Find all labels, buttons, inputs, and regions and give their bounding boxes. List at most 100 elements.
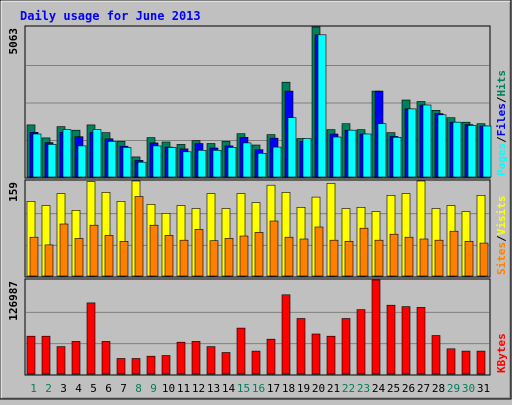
bar-kbytes-day-16 xyxy=(251,350,261,375)
bar-kbytes-day-24 xyxy=(371,279,381,375)
x-tick-label-day-11: 11 xyxy=(177,382,190,395)
bar-sites-day-9 xyxy=(149,224,159,277)
bar-sites-day-18 xyxy=(284,236,294,277)
x-tick-label-day-27: 27 xyxy=(417,382,430,395)
x-tick-label-day-10: 10 xyxy=(162,382,175,395)
legend-item: Files xyxy=(495,103,508,136)
bar-sites-day-23 xyxy=(359,227,369,277)
bar-pages-day-23 xyxy=(362,133,372,178)
bar-sites-day-17 xyxy=(269,220,279,277)
bar-sites-day-16 xyxy=(254,232,264,277)
bar-kbytes-day-26 xyxy=(401,306,411,375)
bars-kbytes xyxy=(26,279,486,375)
legend-item: / xyxy=(495,96,508,103)
bar-sites-day-22 xyxy=(344,241,354,277)
bar-kbytes-day-27 xyxy=(416,307,426,375)
bar-kbytes-day-14 xyxy=(221,352,231,375)
bar-kbytes-day-1 xyxy=(26,335,36,375)
bar-sites-day-27 xyxy=(419,238,429,277)
legend-item: Pages xyxy=(495,143,508,176)
x-tick-label-day-28: 28 xyxy=(432,382,445,395)
x-tick-label-day-19: 19 xyxy=(297,382,310,395)
x-tick-label-day-18: 18 xyxy=(282,382,295,395)
x-tick-label-day-8: 8 xyxy=(135,382,142,395)
bar-pages-day-24 xyxy=(377,123,387,178)
bar-sites-day-29 xyxy=(449,230,459,277)
panels-layer: 5063Pages/Files/Hits159Sites/Visits12698… xyxy=(7,25,508,376)
bar-kbytes-day-5 xyxy=(86,302,96,375)
bar-sites-day-6 xyxy=(104,235,114,277)
chart-title: Daily usage for June 2013 xyxy=(20,9,201,23)
bar-kbytes-day-25 xyxy=(386,304,396,375)
bars-visits-sites xyxy=(26,180,489,277)
bar-pages-day-12 xyxy=(197,150,207,178)
bar-kbytes-day-4 xyxy=(71,341,81,375)
bar-pages-day-11 xyxy=(182,151,192,178)
x-tick-label-day-5: 5 xyxy=(90,382,97,395)
bar-kbytes-day-8 xyxy=(131,358,141,375)
bar-pages-day-3 xyxy=(62,129,72,178)
bar-pages-day-15 xyxy=(242,142,252,178)
bar-kbytes-day-15 xyxy=(236,327,246,375)
x-tick-label-day-6: 6 xyxy=(105,382,112,395)
bar-sites-day-30 xyxy=(464,241,474,277)
x-tick-label-day-22: 22 xyxy=(342,382,355,395)
panel-legend: Pages/Files/Hits xyxy=(495,70,508,176)
bar-sites-day-1 xyxy=(29,236,39,277)
panel-kbytes: 126987 KBytes xyxy=(7,278,508,376)
x-tick-label-day-31: 31 xyxy=(477,382,490,395)
x-tick-label-day-30: 30 xyxy=(462,382,475,395)
x-tick-label-day-29: 29 xyxy=(447,382,460,395)
x-tick-label-day-4: 4 xyxy=(75,382,82,395)
x-tick-label-day-1: 1 xyxy=(30,382,37,395)
panel-visits-sites: 159 Sites/Visits xyxy=(7,179,508,278)
legend-item: Visits xyxy=(495,196,508,236)
bar-pages-day-19 xyxy=(302,138,312,178)
bar-pages-day-1 xyxy=(32,133,42,178)
bar-sites-day-13 xyxy=(209,240,219,277)
x-tick-label-day-25: 25 xyxy=(387,382,400,395)
bar-pages-day-30 xyxy=(467,125,477,178)
bar-kbytes-day-3 xyxy=(56,346,66,375)
bar-pages-day-2 xyxy=(47,144,57,178)
legend-item: / xyxy=(495,136,508,143)
bar-sites-day-25 xyxy=(389,233,399,277)
bar-pages-day-31 xyxy=(482,125,492,178)
bar-pages-day-20 xyxy=(317,34,327,178)
bar-kbytes-day-2 xyxy=(41,335,51,375)
legend-item: Hits xyxy=(495,70,508,97)
bar-kbytes-day-12 xyxy=(191,341,201,375)
x-tick-label-day-3: 3 xyxy=(60,382,67,395)
bar-pages-day-28 xyxy=(437,114,447,178)
bar-pages-day-26 xyxy=(407,108,417,178)
bar-sites-day-15 xyxy=(239,235,249,277)
bar-sites-day-7 xyxy=(119,241,129,277)
bar-pages-day-10 xyxy=(167,147,177,178)
bar-kbytes-day-19 xyxy=(296,318,306,375)
bar-pages-day-25 xyxy=(392,137,402,178)
x-tick-label-day-23: 23 xyxy=(357,382,370,395)
legend-item: KBytes xyxy=(495,333,508,373)
bar-kbytes-day-11 xyxy=(176,341,186,375)
bar-sites-day-10 xyxy=(164,235,174,277)
bar-kbytes-day-20 xyxy=(311,333,321,375)
bar-sites-day-28 xyxy=(434,239,444,277)
bar-kbytes-day-31 xyxy=(476,350,486,375)
bar-pages-day-18 xyxy=(287,117,297,178)
x-tick-label-day-9: 9 xyxy=(150,382,157,395)
bar-kbytes-day-9 xyxy=(146,355,156,375)
x-tick-label-day-17: 17 xyxy=(267,382,280,395)
bar-sites-day-11 xyxy=(179,239,189,277)
bar-sites-day-4 xyxy=(74,238,84,277)
bar-sites-day-19 xyxy=(299,238,309,277)
bar-kbytes-day-28 xyxy=(431,335,441,375)
bar-kbytes-day-29 xyxy=(446,348,456,375)
bar-pages-day-5 xyxy=(92,129,102,178)
x-tick-label-day-14: 14 xyxy=(222,382,236,395)
x-tick-label-day-21: 21 xyxy=(327,382,340,395)
bar-sites-day-14 xyxy=(224,238,234,277)
bar-sites-day-3 xyxy=(59,223,69,277)
bar-sites-day-20 xyxy=(314,226,324,277)
